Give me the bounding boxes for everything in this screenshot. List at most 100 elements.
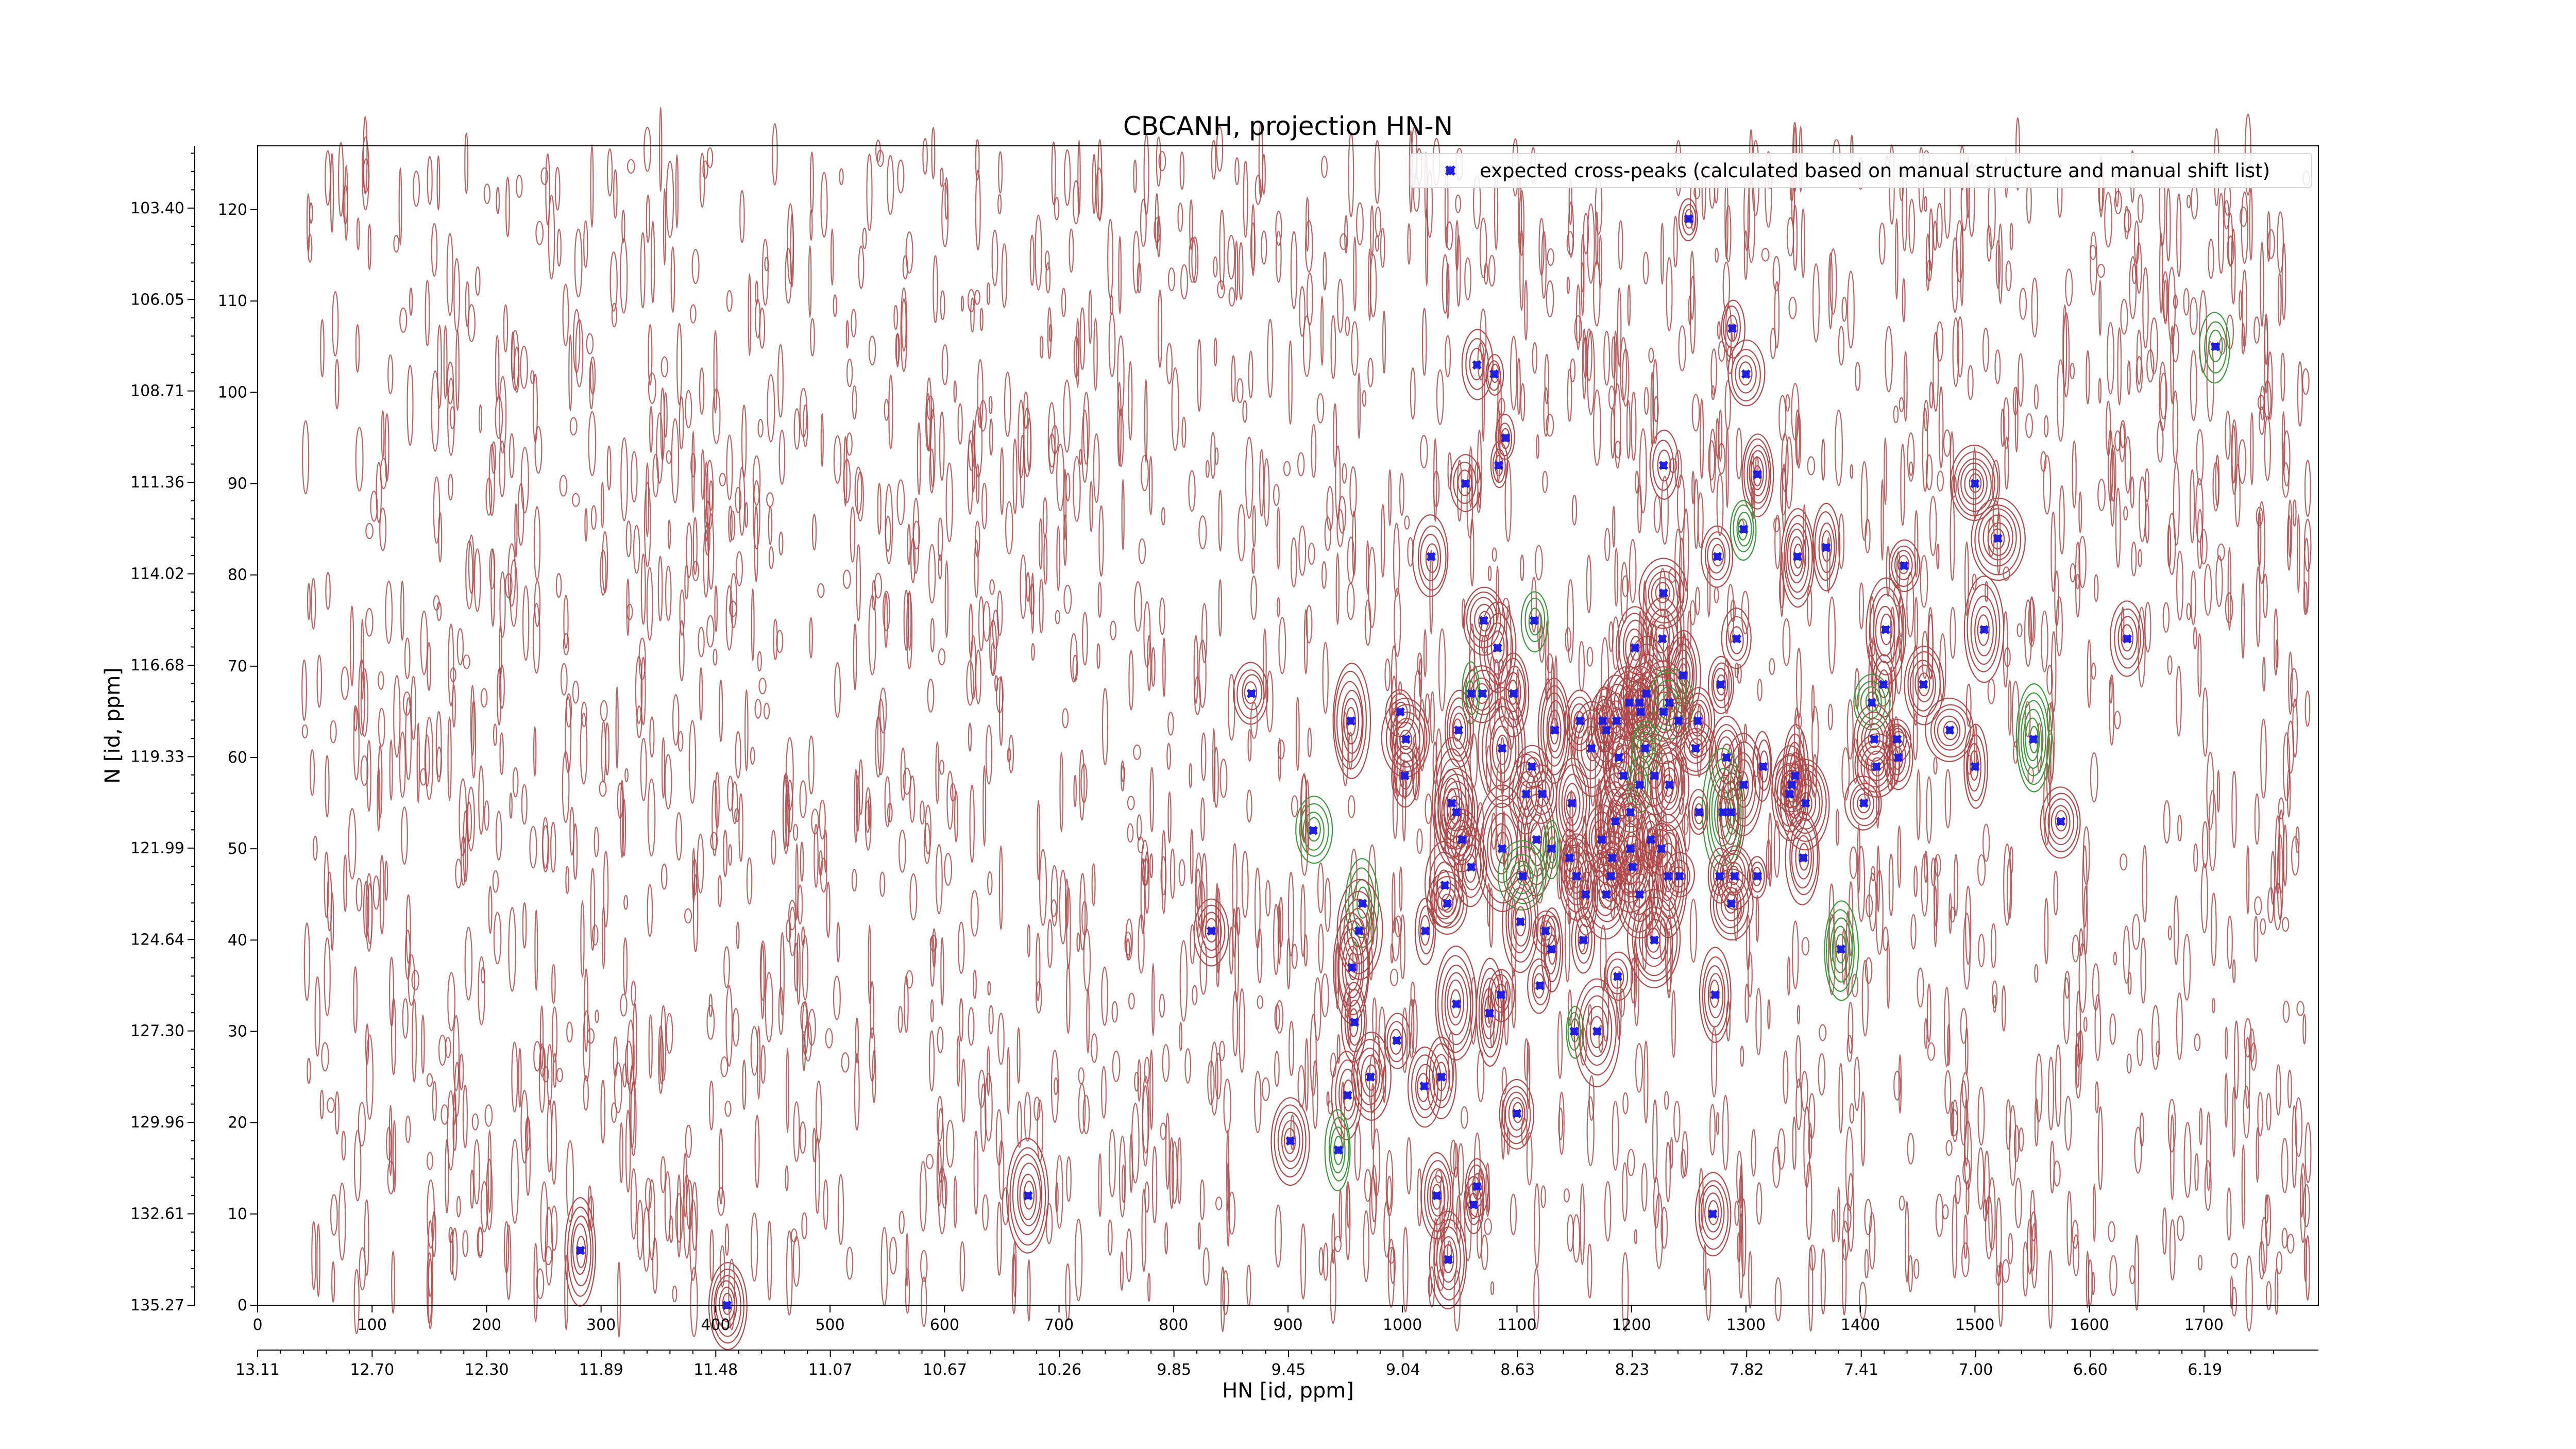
noise-contour [1031, 572, 1035, 634]
noise-contour [1200, 797, 1205, 841]
noise-contour [981, 482, 988, 530]
noise-contour [1673, 1101, 1681, 1143]
x-ppm-tick-label: 9.04 [1386, 1361, 1420, 1379]
noise-contour [1864, 1249, 1869, 1278]
noise-contour [2097, 263, 2105, 278]
noise-contour [1894, 218, 1899, 300]
noise-contour [518, 1048, 522, 1108]
noise-contour [587, 1185, 592, 1232]
noise-contour [1326, 486, 1334, 531]
y-index-tick-label: 0 [238, 1296, 247, 1315]
peak-contour [1485, 353, 1504, 396]
noise-contour [2194, 1153, 2199, 1191]
noise-contour [1489, 887, 1494, 948]
noise-contour [1316, 393, 1325, 424]
noise-contour [930, 999, 934, 1023]
noise-contour [1369, 1053, 1377, 1114]
noise-contour [1860, 1091, 1866, 1167]
noise-contour [1795, 409, 1801, 466]
peak-contour [1444, 972, 1468, 1036]
peak-contour [1332, 663, 1371, 779]
noise-contour [1218, 490, 1223, 552]
peak-contour [1492, 448, 1506, 483]
peak-contour [1449, 705, 1468, 757]
noise-contour [473, 548, 481, 612]
peak-contour [1474, 603, 1495, 637]
noise-contour [1107, 1219, 1113, 1256]
noise-contour [520, 345, 528, 389]
noise-contour [431, 223, 438, 277]
noise-contour [925, 393, 931, 451]
expected-peak-marker [1710, 990, 1720, 1000]
noise-contour [640, 737, 647, 801]
peak-contour [1963, 576, 2005, 683]
expected-peak-marker [1658, 460, 1669, 470]
noise-contour [1370, 205, 1374, 257]
peak-contour [1866, 750, 1888, 781]
noise-contour [2193, 843, 2198, 872]
noise-contour [1330, 1249, 1336, 1324]
noise-contour [1951, 475, 1957, 498]
noise-contour [2110, 448, 2115, 527]
noise-contour [1935, 1193, 1944, 1237]
noise-contour [1846, 699, 1854, 760]
x-ppm-tick-label: 10.26 [1037, 1361, 1081, 1379]
noise-contour [1062, 708, 1069, 729]
noise-contour [436, 155, 440, 211]
noise-contour [1029, 234, 1035, 286]
noise-contour [1210, 1041, 1218, 1116]
noise-contour [738, 793, 743, 862]
noise-contour [2239, 207, 2248, 227]
noise-contour [972, 419, 976, 493]
noise-contour [2097, 1106, 2104, 1190]
noise-contour [2196, 429, 2204, 486]
noise-contour [1583, 336, 1588, 379]
noise-contour [1201, 603, 1208, 664]
noise-contour [2093, 574, 2099, 602]
noise-contour [365, 873, 373, 952]
noise-contour [1120, 1251, 1124, 1291]
noise-contour [1884, 437, 1887, 505]
noise-contour [343, 184, 348, 225]
noise-contour [542, 1066, 549, 1083]
noise-contour [2280, 352, 2285, 402]
noise-contour [1234, 240, 1239, 301]
noise-contour [2113, 952, 2117, 966]
noise-contour [1227, 234, 1235, 280]
noise-contour [337, 142, 344, 217]
noise-contour [2231, 770, 2237, 849]
noise-contour [566, 1140, 574, 1223]
noise-contour [1455, 220, 1459, 272]
expected-peak-marker [1206, 926, 1216, 936]
noise-contour [1854, 362, 1861, 391]
noise-contour [308, 233, 313, 263]
noise-contour [1998, 1261, 2004, 1327]
peak-contour [1490, 630, 1505, 663]
noise-contour [2162, 1207, 2167, 1255]
noise-contour [959, 1241, 965, 1292]
noise-contour [1903, 351, 1908, 422]
noise-contour [1716, 418, 1719, 459]
peak-contour [1528, 608, 1542, 636]
noise-contour [2170, 325, 2175, 405]
noise-contour [2261, 1216, 2268, 1274]
noise-contour [2117, 327, 2122, 406]
noise-contour [324, 937, 331, 1016]
noise-contour [661, 737, 666, 799]
noise-contour [2254, 793, 2260, 845]
noise-contour [447, 361, 454, 405]
noise-contour [763, 702, 770, 720]
noise-contour [968, 1007, 975, 1046]
legend-entry: expected cross-peaks (calculated based o… [1480, 160, 2270, 182]
peak-contour [1747, 856, 1767, 899]
noise-contour [1147, 634, 1151, 692]
expected-peak-marker [1540, 926, 1551, 936]
noise-contour [1456, 460, 1462, 522]
noise-contour [1828, 596, 1836, 675]
noise-contour [1912, 713, 1918, 761]
noise-contour [511, 331, 515, 380]
noise-contour [902, 255, 908, 280]
noise-contour [2286, 720, 2295, 774]
noise-contour [1621, 575, 1629, 597]
noise-contour [2173, 462, 2180, 546]
